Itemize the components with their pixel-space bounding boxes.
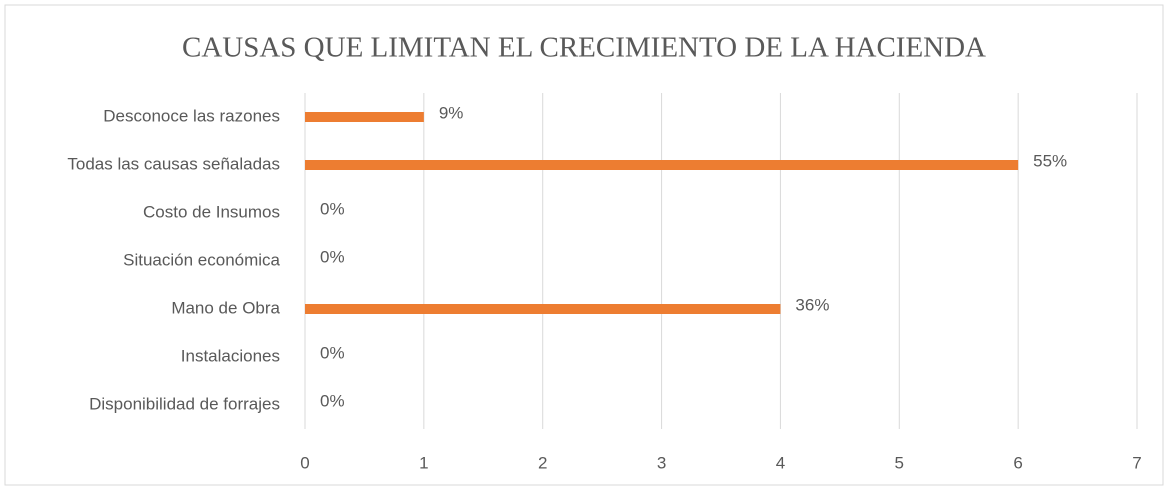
y-tick-label: Desconoce las razones [103,106,280,125]
data-label: 0% [320,247,345,266]
x-tick-label: 0 [300,453,309,472]
x-tick-label: 5 [895,453,904,472]
bar [305,304,781,314]
data-label: 0% [320,391,345,410]
data-label: 9% [439,103,464,122]
bar [305,112,424,122]
y-tick-label: Mano de Obra [171,298,280,317]
x-tick-label: 1 [419,453,428,472]
y-tick-label: Disponibilidad de forrajes [89,394,280,413]
x-tick-label: 6 [1013,453,1022,472]
y-tick-label: Situación económica [123,250,280,269]
data-label: 36% [795,295,829,314]
x-tick-label: 4 [776,453,785,472]
x-tick-label: 7 [1132,453,1141,472]
chart-border [4,4,1164,486]
y-tick-label: Costo de Insumos [143,202,280,221]
y-tick-label: Instalaciones [181,346,280,365]
chart-title: CAUSAS QUE LIMITAN EL CRECIMIENTO DE LA … [182,32,986,64]
bar [305,160,1019,170]
data-label: 0% [320,199,345,218]
y-tick-label: Todas las causas señaladas [67,154,280,173]
x-tick-label: 2 [538,453,547,472]
x-tick-label: 3 [657,453,666,472]
data-label: 55% [1033,151,1067,170]
data-label: 0% [320,343,345,362]
